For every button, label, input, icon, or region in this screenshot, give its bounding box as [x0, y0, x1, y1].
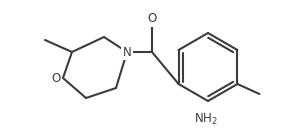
Text: O: O	[51, 72, 60, 86]
Text: N: N	[123, 46, 131, 58]
Text: NH$_2$: NH$_2$	[194, 111, 218, 127]
Text: O: O	[147, 13, 156, 25]
